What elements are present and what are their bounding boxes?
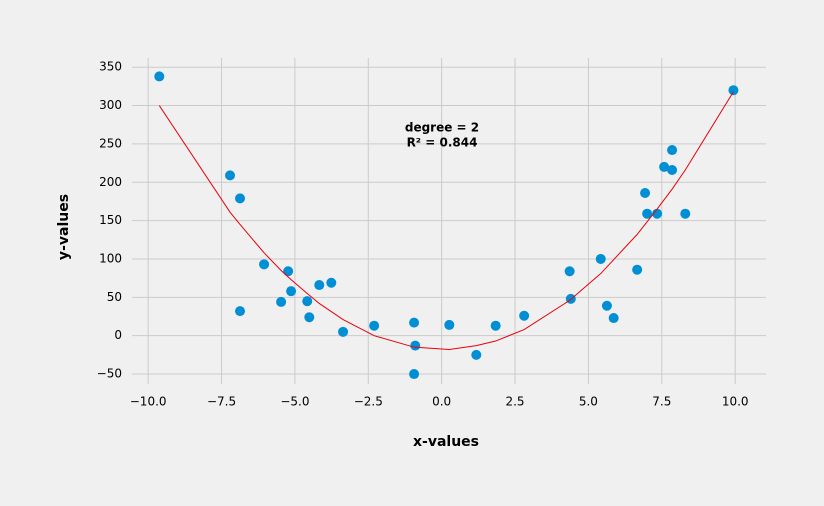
y-tick-label: 150 xyxy=(99,213,122,227)
x-axis-label: x-values xyxy=(413,434,479,450)
y-axis-label: y-values xyxy=(56,194,72,260)
point xyxy=(728,85,739,96)
point xyxy=(667,145,678,156)
point xyxy=(259,259,270,270)
point xyxy=(314,280,325,291)
annotation: degree = 2 xyxy=(405,121,479,135)
point xyxy=(471,349,482,360)
x-tick-label: 2.5 xyxy=(505,395,524,409)
point xyxy=(326,277,337,288)
y-tick-label: −50 xyxy=(97,367,122,381)
point xyxy=(283,266,294,277)
point xyxy=(369,320,380,331)
point xyxy=(652,208,663,219)
point xyxy=(409,369,420,380)
y-tick-label: 300 xyxy=(99,98,122,112)
point xyxy=(640,188,651,199)
point xyxy=(304,312,315,323)
point xyxy=(302,296,313,307)
x-tick-label: 0.0 xyxy=(432,395,451,409)
y-tick-label: 0 xyxy=(114,328,122,342)
point xyxy=(235,306,246,317)
y-tick-label: 100 xyxy=(99,251,122,265)
fit-line xyxy=(158,91,734,350)
y-tick-label: 350 xyxy=(99,60,122,74)
point xyxy=(225,170,236,181)
point xyxy=(490,320,501,331)
x-tick-label: 10.0 xyxy=(722,395,749,409)
point xyxy=(409,317,420,328)
point xyxy=(338,326,349,337)
point xyxy=(601,300,612,311)
point xyxy=(667,164,678,175)
point xyxy=(659,161,670,172)
x-tick-label: −2.5 xyxy=(354,395,383,409)
y-tick-label: 200 xyxy=(99,175,122,189)
x-tick-label: 7.5 xyxy=(652,395,671,409)
x-tick-label: −5.0 xyxy=(280,395,309,409)
point xyxy=(286,286,297,297)
x-tick-label: −10.0 xyxy=(130,395,167,409)
y-tick-label: 50 xyxy=(107,290,122,304)
point xyxy=(444,319,455,330)
point xyxy=(154,71,165,82)
point xyxy=(680,208,691,219)
annotation: R² = 0.844 xyxy=(407,136,478,150)
point xyxy=(608,313,619,324)
point xyxy=(235,193,246,204)
point xyxy=(410,340,421,351)
point xyxy=(632,264,643,275)
point xyxy=(642,208,653,219)
point xyxy=(276,296,287,307)
x-tick-label: 5.0 xyxy=(579,395,598,409)
x-tick-label: −7.5 xyxy=(207,395,236,409)
point xyxy=(519,310,530,321)
y-tick-label: 250 xyxy=(99,136,122,150)
point xyxy=(595,253,606,264)
point xyxy=(564,266,575,277)
